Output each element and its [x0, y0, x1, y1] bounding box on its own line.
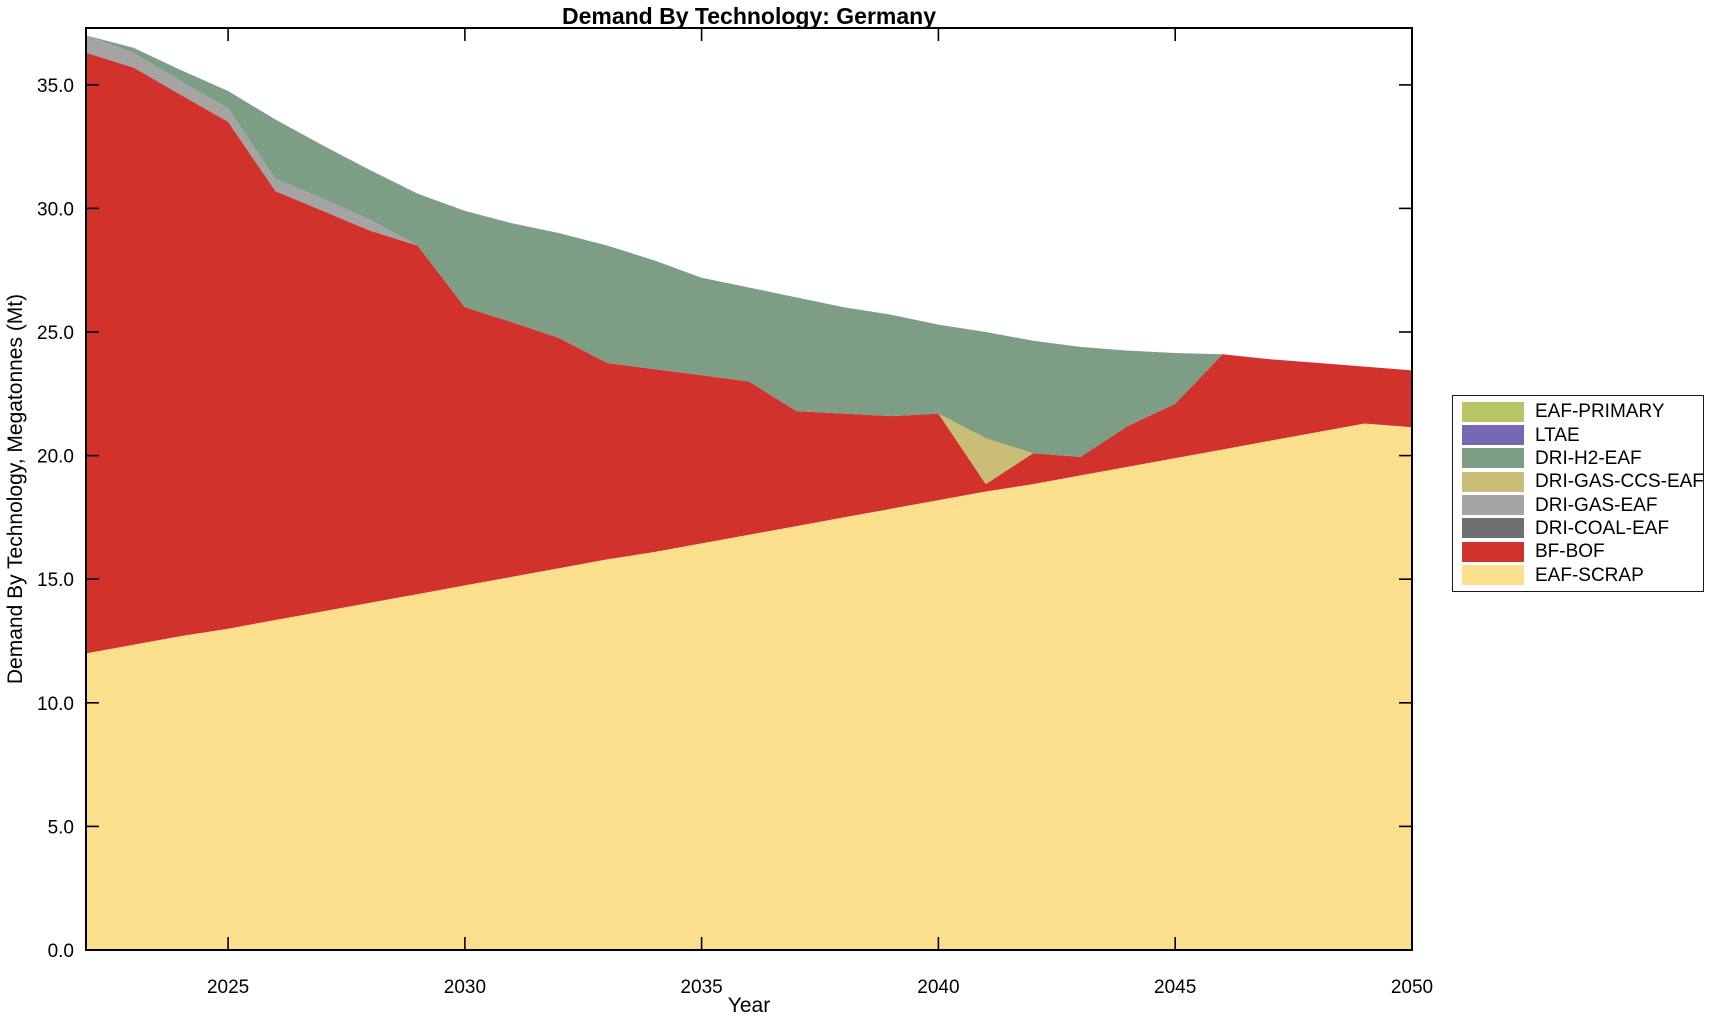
legend-swatch-bf-bof [1462, 541, 1524, 562]
y-tick-label: 25.0 [37, 323, 74, 344]
legend-swatch-dri-gas-eaf [1462, 495, 1524, 516]
x-tick-label: 2040 [917, 977, 959, 998]
legend-label: DRI-GAS-CCS-EAF [1535, 471, 1704, 493]
area-dri-h2-eaf [86, 35, 1412, 457]
x-tick-label: 2025 [207, 977, 249, 998]
y-tick-label: 0.0 [48, 941, 74, 962]
axis-tick-labels: 2025 2030 2035 2040 2045 2050 0.0 5.0 10.0 15.0 20… [37, 76, 1433, 998]
legend-swatch-eaf-scrap [1462, 565, 1524, 586]
plot-border [85, 27, 1413, 951]
y-tick-label: 20.0 [37, 447, 74, 468]
legend-item-bf-bof: BF-BOF [1462, 541, 1703, 562]
area-bf-bof [86, 52, 1412, 654]
legend-item-dri-gas-ccs-eaf: DRI-GAS-CCS-EAF [1462, 471, 1704, 493]
legend-swatch-dri-gas-ccs-eaf [1462, 471, 1524, 492]
legend-item-eaf-scrap: EAF-SCRAP [1462, 565, 1703, 586]
y-tick-label: 10.0 [37, 694, 74, 715]
legend-label: DRI-COAL-EAF [1535, 517, 1670, 539]
legend-label: DRI-GAS-EAF [1535, 494, 1658, 516]
legend-label: DRI-H2-EAF [1535, 447, 1642, 469]
y-axis-label: Demand By Technology, Megatonnes (Mt) [4, 294, 27, 684]
legend-label: LTAE [1535, 424, 1580, 446]
y-tick-label: 35.0 [37, 76, 74, 97]
chart-title: Demand By Technology: Germany [562, 3, 936, 29]
chart-areas [86, 35, 1412, 950]
x-tick-label: 2045 [1154, 977, 1196, 998]
legend-item-dri-coal-eaf: DRI-COAL-EAF [1462, 518, 1703, 539]
legend-label: EAF-PRIMARY [1535, 401, 1665, 423]
legend-label: BF-BOF [1535, 541, 1605, 563]
x-tick-label: 2035 [680, 977, 722, 998]
legend-item-dri-gas-eaf: DRI-GAS-EAF [1462, 495, 1703, 516]
y-tick-label: 15.0 [37, 570, 74, 591]
y-tick-label: 30.0 [37, 199, 74, 220]
legend-item-dri-h2-eaf: DRI-H2-EAF [1462, 448, 1703, 469]
area-eaf-scrap [86, 423, 1412, 950]
legend-item-ltae: LTAE [1462, 425, 1703, 446]
x-axis-label: Year [728, 994, 770, 1017]
legend-box: EAF-PRIMARY LTAE DRI-H2-EAF DRI-GAS-CCS-EAF… [1452, 395, 1704, 592]
legend-swatch-eaf-primary [1462, 401, 1524, 422]
legend-swatch-dri-h2-eaf [1462, 448, 1524, 469]
legend-swatch-ltae [1462, 425, 1524, 446]
x-tick-label: 2050 [1391, 977, 1433, 998]
legend-label: EAF-SCRAP [1535, 564, 1644, 586]
y-tick-label: 5.0 [48, 817, 74, 838]
x-tick-label: 2030 [444, 977, 486, 998]
legend-item-eaf-primary: EAF-PRIMARY [1462, 401, 1703, 422]
legend-swatch-dri-coal-eaf [1462, 518, 1524, 539]
